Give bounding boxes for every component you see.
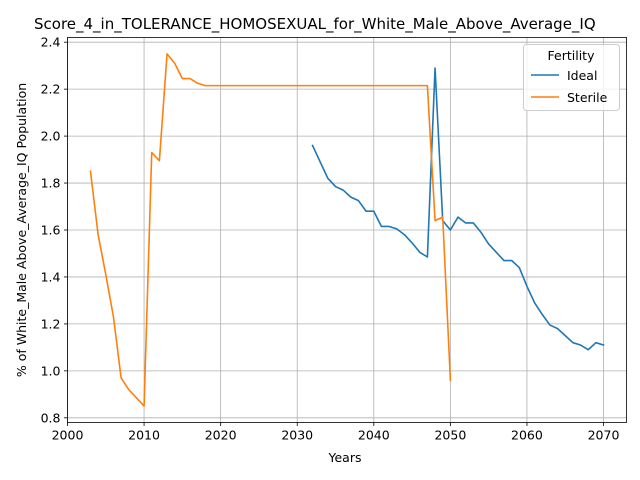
series-line-ideal xyxy=(311,67,605,351)
y-tick-label: 1.8 xyxy=(41,176,61,191)
y-tick-label: 1.2 xyxy=(41,316,61,331)
x-axis: 2000 2010 2020 2030 2040 2050 2060 2070 xyxy=(52,422,620,443)
x-tick-label: 2030 xyxy=(281,428,313,443)
x-tick-label: 2060 xyxy=(511,428,543,443)
legend-label-sterile: Sterile xyxy=(567,90,608,105)
chart-title: Score_4_in_TOLERANCE_HOMOSEXUAL_for_Whit… xyxy=(34,15,596,34)
legend-box xyxy=(523,44,620,111)
y-tick-label: 2.0 xyxy=(41,129,61,144)
x-tick-label: 2010 xyxy=(128,428,160,443)
y-tick-label: 1.4 xyxy=(41,269,61,284)
y-axis: 0.8 1.0 1.2 1.4 1.6 1.8 2.0 2.2 2.4 xyxy=(41,35,68,425)
x-tick-label: 2050 xyxy=(434,428,466,443)
x-tick-label: 2000 xyxy=(52,428,84,443)
x-axis-label: Years xyxy=(328,450,362,465)
y-tick-label: 0.8 xyxy=(41,410,61,425)
y-axis-label: % of White_Male Above_Average_IQ Populat… xyxy=(14,83,29,377)
series-line-sterile xyxy=(89,53,452,407)
x-tick-label: 2070 xyxy=(588,428,620,443)
legend-label-ideal: Ideal xyxy=(567,68,597,83)
x-tick-label: 2020 xyxy=(205,428,237,443)
series-lines xyxy=(89,53,605,407)
y-tick-label: 2.4 xyxy=(41,35,61,50)
legend-title: Fertility xyxy=(548,48,596,63)
y-tick-label: 1.6 xyxy=(41,223,61,238)
y-tick-label: 2.2 xyxy=(41,82,61,97)
y-tick-label: 1.0 xyxy=(41,363,61,378)
x-tick-label: 2040 xyxy=(358,428,390,443)
legend: Fertility Ideal Sterile xyxy=(523,44,620,111)
